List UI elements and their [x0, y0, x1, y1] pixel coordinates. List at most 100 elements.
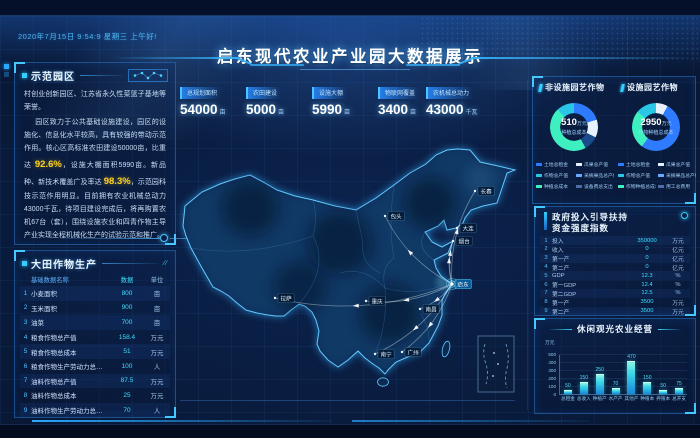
stat-value: 5000 亩	[246, 102, 310, 117]
map-city-marker[interactable]: 包头	[383, 211, 405, 221]
map-bottom-line	[180, 400, 515, 401]
stat-number: 43000	[426, 101, 464, 117]
stat-value: 3400 亩	[378, 102, 442, 117]
legend-item: 作物种植总成本	[618, 183, 656, 190]
row-index: 1	[544, 237, 548, 244]
bar-column: 50 养殖本	[655, 355, 671, 402]
bar-x-label: 总开支	[672, 396, 686, 401]
circuit-decoration-icon	[128, 69, 168, 82]
row-name: 第二产	[552, 309, 570, 316]
panel-field-crops: 大田作物生产 ∕∕ 基础数据名称 数据 单位 1 小麦面积 800 亩 2 玉米面积 900…	[14, 250, 176, 418]
stat-item: 物联网覆盖 3400 亩	[378, 82, 442, 117]
row-unit: 亿元	[672, 247, 684, 254]
field-crops-row: 9 油料作物生产劳动力总… 70 人	[20, 402, 170, 418]
row-index: 5	[23, 348, 28, 356]
south-china-sea-inset	[477, 335, 515, 393]
flight-arrow-icon	[433, 296, 440, 303]
city-dot-icon	[383, 214, 387, 218]
row-value: 350000	[637, 237, 657, 244]
row-name: 第一GDP	[552, 283, 577, 290]
map-city-marker[interactable]: 大连	[455, 223, 477, 233]
legend-item: 作物总产值	[536, 172, 574, 179]
row-index: 1	[23, 289, 28, 297]
map-city-marker[interactable]: 重庆	[364, 296, 386, 306]
bar-column: 75 总开支	[671, 355, 687, 402]
field-crops-row: 1 小麦面积 800 亩	[20, 286, 170, 301]
bar-value-label: 50	[660, 383, 666, 389]
flight-arrow-icon	[428, 321, 434, 328]
donut-number: 510	[561, 116, 577, 128]
map-city-marker[interactable]: 拉萨	[273, 293, 295, 303]
bar-x-label: 种植本	[640, 396, 655, 401]
connector-line	[170, 238, 190, 239]
row-value: 3500	[640, 308, 654, 315]
panel-header: 休闲观光农业经营	[535, 323, 695, 335]
stat-unit: 亩	[278, 109, 285, 116]
donut-value: 510万元	[561, 118, 587, 128]
government-row: 6 第一GDP 12.4%	[540, 280, 690, 290]
legend-swatch-icon	[536, 173, 542, 178]
donut-center-label: 510万元 种植总成本	[550, 103, 598, 151]
map-city-marker[interactable]: 南宁	[373, 349, 395, 359]
header-name: 基础数据名称	[31, 277, 69, 284]
city-label-chip	[387, 211, 405, 221]
header-value: 数据	[120, 277, 134, 284]
tick-icon	[538, 83, 543, 92]
row-unit: 亩	[153, 291, 161, 299]
bottom-deco-line	[32, 420, 332, 422]
header-unit: 单位	[150, 277, 164, 284]
government-row: 7 第二GDP 12.5%	[540, 289, 690, 298]
donut-number: 2950	[640, 116, 662, 128]
map-city-marker[interactable]: 长春	[473, 186, 495, 196]
y-tick-label: 400	[548, 359, 556, 365]
highlight-value: 92.6%	[34, 158, 62, 170]
facility-horticulture-block: 设施园艺作物 2950万元 作物种植总成本 土地总租金 瓜果总产值 作物总产值 采摘果…	[615, 77, 697, 203]
row-name: 油料作物总成本	[31, 393, 77, 401]
flight-arrow-icon	[352, 303, 359, 308]
city-dot-icon	[273, 296, 277, 300]
panel-header: 示范园区	[15, 63, 175, 85]
panel-government: 政府投入引导扶持 资金强度指数 1 投入 350000 万元 2 收入 0 亿元 3 第一产 0 亿元…	[534, 206, 696, 316]
donut-center-label: 2950万元 作物种植总成本	[632, 103, 680, 151]
city-dot-icon	[451, 239, 455, 243]
legend-label: 采摘果品总产值	[666, 174, 696, 179]
map-city-marker[interactable]: 广州	[400, 347, 422, 357]
row-unit: %	[675, 281, 681, 288]
field-crops-row: 8 油料作物总成本 25 万元	[20, 388, 170, 403]
row-name: 油料作物生产劳动力总…	[31, 408, 103, 416]
edge-square-deco	[4, 72, 9, 77]
panel-leisure-agriculture: 休闲观光农业经营 万元 50 总租金 150 总收入 250 种植产 70 水产产 470 其他产…	[534, 318, 696, 414]
map-city-marker[interactable]: 烟台	[451, 236, 473, 246]
panel-title: 政府投入引导扶持 资金强度指数	[552, 212, 628, 233]
y-tick-label: 500	[548, 351, 556, 357]
y-tick-label: 100	[548, 383, 556, 389]
city-label: 广州	[408, 348, 419, 356]
city-label: 包头	[391, 212, 403, 220]
row-unit: 亩	[153, 320, 161, 328]
leisure-bar-chart: 万元 50 总租金 150 总收入 250 种植产 70 水产产 470 其他产 150 种植本 50 养…	[539, 337, 691, 411]
legend-label: 用工总费用	[666, 185, 690, 190]
row-index: 9	[23, 406, 28, 414]
map-city-marker[interactable]: 启东	[446, 278, 472, 290]
row-unit: 人	[153, 364, 161, 372]
stat-item: 设施大棚 5990 亩	[312, 82, 376, 117]
column-divider	[527, 80, 528, 410]
bar-x-label: 其他产	[624, 396, 639, 401]
legend-item: 种植总成本	[536, 183, 574, 190]
legend-item: 用工总费用	[658, 183, 696, 190]
legend-label: 种植总成本	[544, 185, 568, 190]
panel-horticulture: 非设施园艺作物 510万元 种植总成本 土地总租金 瓜果总产值 作物总产值 采摘果品总…	[532, 76, 696, 204]
bar-value-label: 150	[643, 375, 652, 381]
row-unit: 万元	[150, 349, 164, 357]
legend-swatch-icon	[658, 162, 664, 167]
row-name: 第一产	[552, 256, 570, 263]
map-city-marker[interactable]: 南昌	[418, 304, 440, 314]
stat-label: 设施大棚	[312, 86, 348, 99]
row-value: 0	[645, 264, 649, 271]
legend-item: 设备费总支出	[576, 183, 614, 190]
row-index: 6	[23, 362, 28, 370]
row-name: 油料作物总产值	[31, 378, 77, 386]
government-row: 1 投入 350000 万元	[540, 236, 690, 245]
